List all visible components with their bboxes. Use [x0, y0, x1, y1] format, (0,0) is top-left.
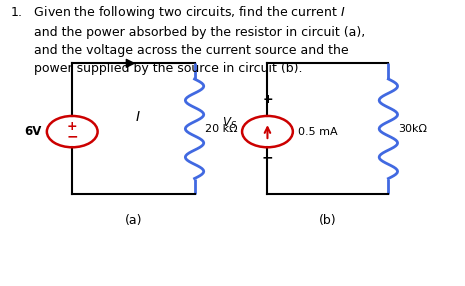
- Text: −: −: [66, 130, 78, 144]
- Text: −: −: [262, 150, 273, 164]
- Text: +: +: [262, 93, 273, 106]
- Text: $I$: $I$: [135, 110, 141, 124]
- Text: $V_S$: $V_S$: [221, 116, 237, 131]
- Text: +: +: [67, 120, 78, 134]
- Text: 0.5 mA: 0.5 mA: [299, 127, 338, 137]
- Text: 20 kΩ: 20 kΩ: [205, 124, 237, 134]
- Text: 30kΩ: 30kΩ: [399, 124, 427, 134]
- Text: 1.   Given the following two circuits, find the current $I$
      and the power : 1. Given the following two circuits, fin…: [10, 3, 365, 75]
- Text: 6V: 6V: [24, 125, 41, 138]
- Text: (b): (b): [319, 214, 337, 227]
- Text: (a): (a): [125, 214, 142, 227]
